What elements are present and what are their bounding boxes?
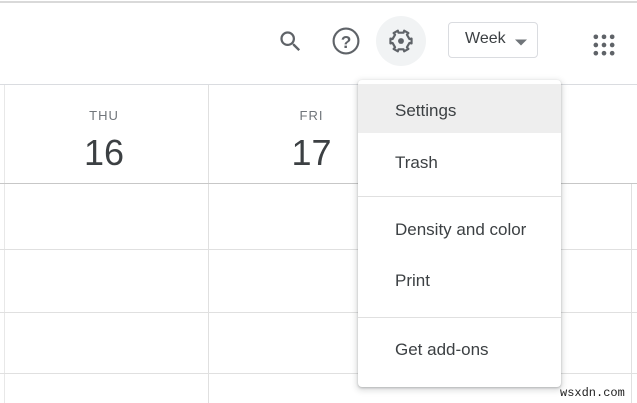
svg-text:?: ? (341, 32, 352, 52)
svg-text:wsxdn.com: wsxdn.com (560, 386, 625, 400)
